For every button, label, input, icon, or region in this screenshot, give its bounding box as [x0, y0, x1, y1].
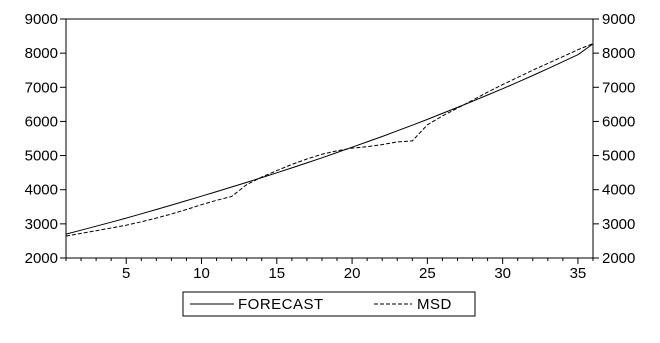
y-right-tick-label: 4000: [602, 182, 635, 199]
legend: FORECAST MSD: [182, 291, 476, 317]
y-right-tick-label: 7000: [602, 79, 635, 96]
x-tick-label: 15: [268, 265, 285, 282]
x-tick-label: 5: [122, 265, 130, 282]
x-tick-label: 30: [494, 265, 511, 282]
legend-box: [182, 291, 476, 317]
y-left-tick-label: 2000: [25, 250, 58, 267]
y-left-tick-label: 8000: [25, 45, 58, 62]
y-left-tick-label: 9000: [25, 11, 58, 28]
y-right-tick-label: 8000: [602, 45, 635, 62]
legend-label-msd: MSD: [417, 296, 452, 313]
series-lines: [65, 43, 594, 237]
x-tick-label: 35: [570, 265, 587, 282]
x-tick-label: 25: [419, 265, 436, 282]
y-right-tick-label: 5000: [602, 148, 635, 165]
x-axis-ticks: 5 10 15 20 25 30 35: [65, 258, 594, 282]
legend-label-forecast: FORECAST: [238, 296, 324, 313]
y-right-tick-label: 2000: [602, 250, 635, 267]
x-tick-label: 10: [193, 265, 210, 282]
right-axis-ticks: 2000 3000 4000 5000 6000 7000 8000 9000: [593, 11, 635, 267]
y-left-tick-label: 6000: [25, 113, 58, 130]
y-right-tick-label: 3000: [602, 216, 635, 233]
plot-frame: [65, 18, 594, 259]
left-axis-ticks: 2000 3000 4000 5000 6000 7000 8000 9000: [25, 11, 66, 267]
y-left-tick-label: 4000: [25, 182, 58, 199]
series-forecast-line: [65, 43, 594, 235]
y-left-tick-label: 3000: [25, 216, 58, 233]
y-left-tick-label: 5000: [25, 148, 58, 165]
y-left-tick-label: 7000: [25, 79, 58, 96]
y-right-tick-label: 6000: [602, 113, 635, 130]
y-right-tick-label: 9000: [602, 11, 635, 28]
x-tick-label: 20: [344, 265, 361, 282]
series-msd-line: [65, 43, 594, 237]
